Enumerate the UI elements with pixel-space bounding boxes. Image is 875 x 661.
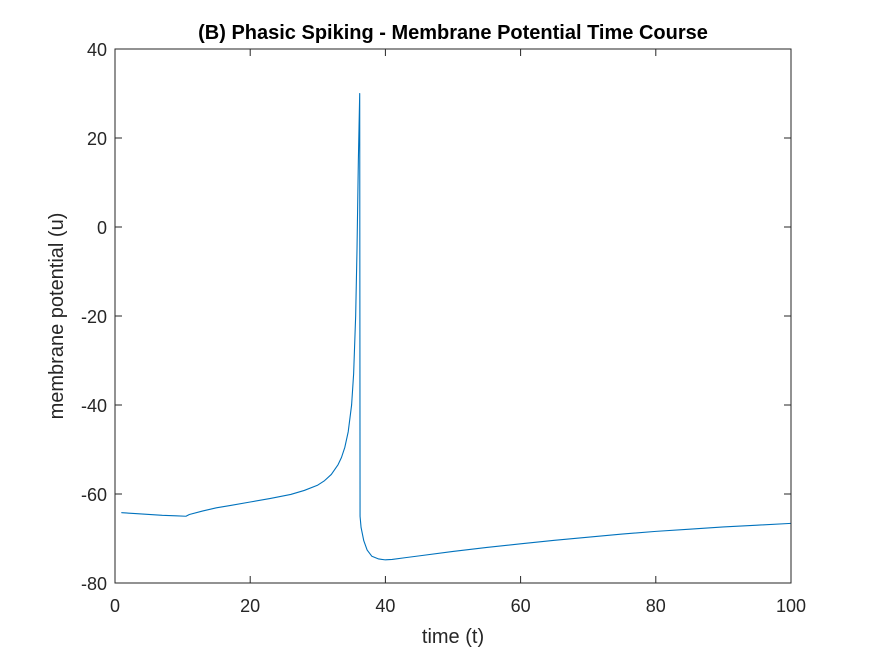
y-tick-label: -40 xyxy=(81,396,107,416)
x-tick-label: 40 xyxy=(375,596,395,616)
axes-box xyxy=(114,48,792,584)
series-line-0 xyxy=(121,92,792,561)
x-tick-label: 80 xyxy=(646,596,666,616)
chart-title: (B) Phasic Spiking - Membrane Potential … xyxy=(198,22,708,44)
y-tick-label: 0 xyxy=(97,218,107,238)
y-tick-label: 40 xyxy=(87,40,107,60)
plot-area-background xyxy=(115,49,791,583)
x-tick-label: 100 xyxy=(776,596,806,616)
x-axis-label: time (t) xyxy=(422,626,484,648)
y-tick-label: -80 xyxy=(81,574,107,594)
y-tick-label: -60 xyxy=(81,485,107,505)
y-tick-label: -20 xyxy=(81,307,107,327)
y-axis-label: membrane potential (u) xyxy=(46,213,68,420)
y-tick-label: 20 xyxy=(87,129,107,149)
x-tick-label: 20 xyxy=(240,596,260,616)
x-tick-label: 60 xyxy=(511,596,531,616)
x-tick-label: 0 xyxy=(110,596,120,616)
